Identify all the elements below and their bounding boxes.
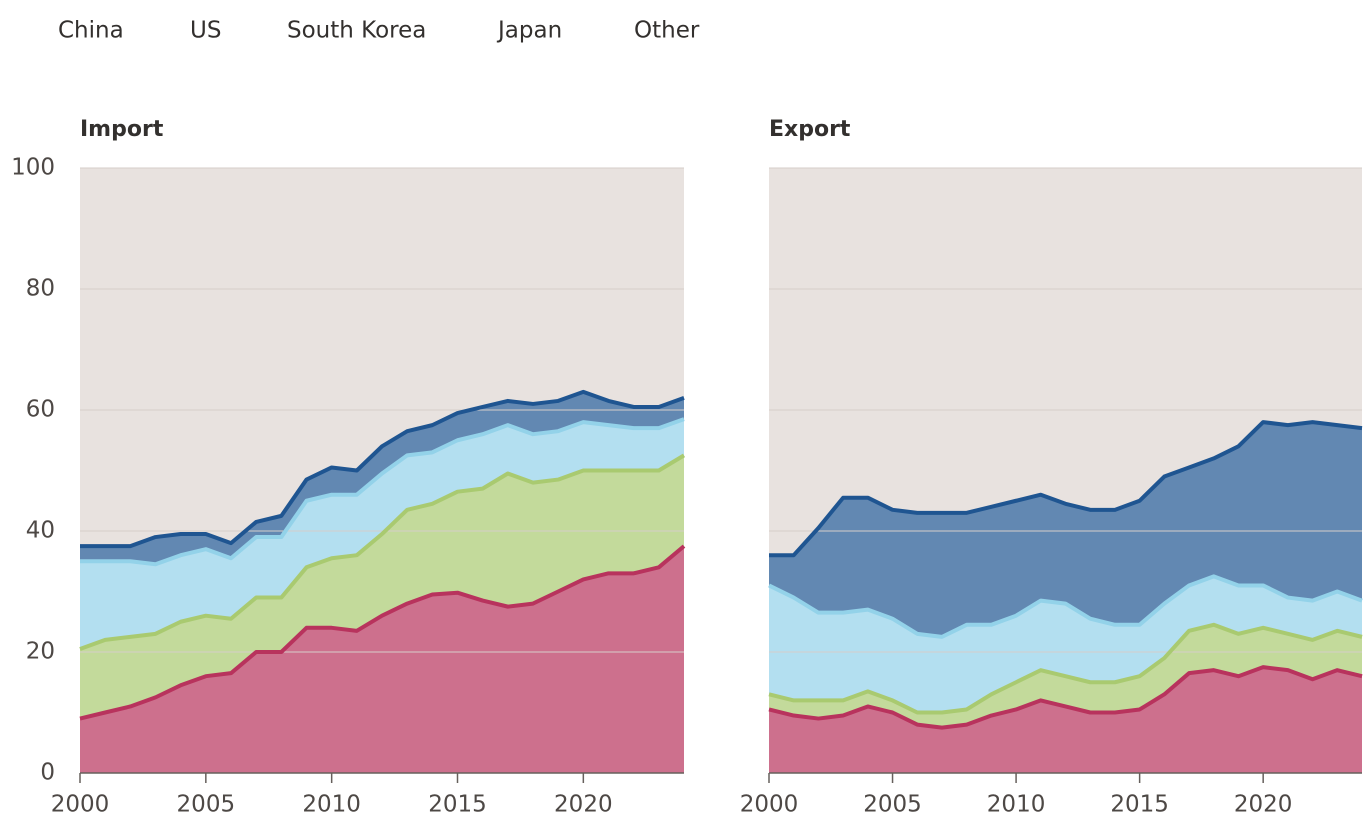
x-tick-label: 2010 (987, 792, 1046, 818)
y-tick-label: 0 (40, 760, 55, 786)
panel-title: Import (80, 117, 164, 142)
panel-title: Export (769, 117, 851, 142)
area-line (769, 420, 1363, 558)
legend-label: Other (634, 18, 700, 44)
x-tick-label: 2000 (51, 792, 110, 818)
legend-label: US (190, 18, 221, 44)
area-line (768, 622, 1363, 715)
x-tick-label: 2020 (1234, 792, 1293, 818)
y-tick-label: 40 (26, 518, 55, 544)
area-line (768, 574, 1363, 639)
y-tick-label: 100 (11, 155, 55, 181)
legend: China US South Korea Japan Other (58, 18, 700, 44)
x-tick-label: 2015 (1110, 792, 1169, 818)
y-tick-label: 60 (26, 397, 55, 423)
area-line (80, 389, 685, 549)
area-line (79, 453, 686, 651)
y-tick-label: 80 (26, 276, 55, 302)
area (80, 546, 684, 773)
area-line (79, 544, 686, 721)
area (769, 576, 1362, 713)
x-tick-label: 2005 (177, 792, 236, 818)
x-tick-label: 2000 (740, 792, 799, 818)
area (769, 667, 1362, 773)
y-tick-label: 20 (26, 639, 55, 665)
x-tick-label: 2005 (863, 792, 922, 818)
area (80, 419, 684, 649)
area (80, 168, 684, 547)
area (80, 455, 684, 719)
area (769, 422, 1362, 637)
legend-label: China (58, 18, 124, 44)
legend-label: South Korea (287, 18, 426, 44)
area-line (80, 417, 685, 567)
x-tick-label: 2010 (302, 792, 361, 818)
area-line (768, 665, 1363, 730)
area (80, 391, 684, 565)
legend-label: Japan (496, 18, 562, 44)
x-tick-label: 2015 (428, 792, 487, 818)
x-tick-label: 2020 (554, 792, 613, 818)
area (769, 168, 1362, 556)
